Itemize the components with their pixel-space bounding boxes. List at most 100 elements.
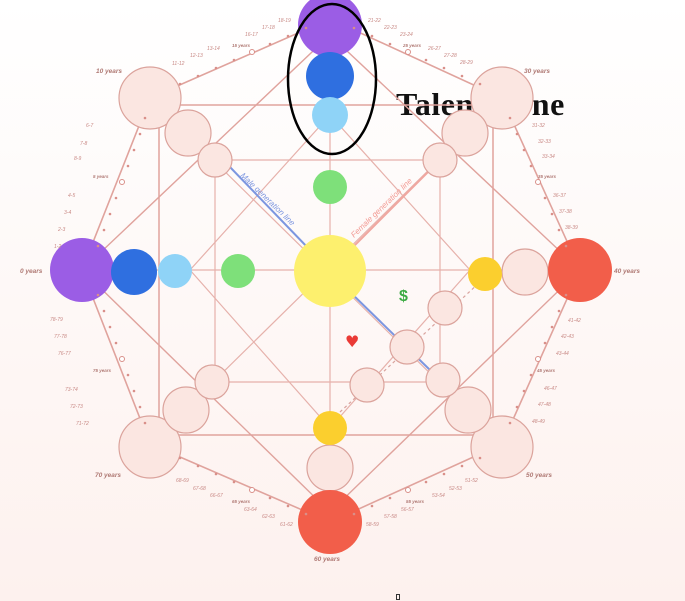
pale-circle — [422, 142, 458, 178]
tick-label: 56-57 — [401, 507, 414, 513]
mid-label-55: 55 years — [406, 499, 425, 504]
tick-label: 46-47 — [544, 386, 557, 392]
tick-label: 47-48 — [538, 402, 551, 408]
pale-circle — [444, 386, 492, 434]
tick-label: 36-37 — [553, 193, 566, 199]
tick-label: 73-74 — [65, 387, 78, 393]
tick-label: 22-23 — [383, 25, 397, 31]
money-icon: $ — [399, 288, 408, 305]
tick-label: 77-78 — [54, 334, 67, 340]
pale-circle — [501, 248, 549, 296]
mid-label-15: 15 years — [232, 43, 251, 48]
tick-label: 21-22 — [367, 18, 381, 24]
pale-circle — [194, 364, 230, 400]
tick-label: 58-59 — [366, 522, 379, 528]
tick-label: 2-3 — [57, 227, 65, 233]
pale-circle — [162, 386, 210, 434]
tick-label: 1-2 — [54, 244, 61, 250]
pale-circle — [389, 329, 425, 365]
tick-label: 7-8 — [80, 141, 87, 147]
mid-label-5: 5 years — [93, 174, 109, 179]
tick-label: 17-18 — [262, 25, 275, 31]
tick-label: 18-19 — [278, 18, 291, 24]
female-generation-label: Female generation line — [349, 176, 414, 239]
age-label-30: 30 years — [524, 68, 550, 75]
tick-label: 16-17 — [245, 32, 258, 38]
pale-circles — [118, 66, 549, 492]
tick-label: 72-73 — [70, 404, 83, 410]
tick-label: 66-67 — [210, 493, 223, 499]
left-green-circle — [221, 254, 255, 288]
tick-label: 53-54 — [432, 493, 445, 499]
tick-label: 33-34 — [542, 154, 555, 160]
left-blue-circle — [111, 249, 157, 295]
pale-circle — [470, 66, 534, 130]
tick-label: 48-49 — [532, 419, 545, 425]
bottom-red-circle — [298, 490, 362, 554]
tick-label: 27-28 — [443, 53, 457, 59]
tick-label: 62-63 — [262, 514, 275, 520]
age-label-40: 40 years — [613, 268, 640, 275]
top-blue-circle — [306, 52, 354, 100]
mid-markers — [119, 49, 541, 493]
age-label-50: 50 years — [526, 472, 552, 479]
tick-label: 28-29 — [459, 60, 473, 66]
mid-label-45: 45 years — [536, 368, 556, 373]
pale-circle — [306, 444, 354, 492]
pale-circle — [197, 142, 233, 178]
tick-label: 12-13 — [190, 53, 203, 59]
pale-circle — [470, 415, 534, 479]
tick-label: 67-68 — [193, 486, 206, 492]
age-label-70: 70 years — [95, 472, 121, 479]
tick-label: 4-5 — [68, 193, 75, 199]
pale-circle — [118, 415, 182, 479]
right-gold-circle — [468, 257, 502, 291]
tick-label: 61-62 — [280, 522, 293, 528]
tick-label: 23-24 — [399, 32, 413, 38]
top-green-circle — [313, 170, 347, 204]
text-cursor-icon — [396, 594, 400, 600]
pale-circle — [164, 109, 212, 157]
tick-label: 3-4 — [64, 210, 71, 216]
mid-label-65: 65 years — [232, 499, 251, 504]
tick-label: 52-53 — [449, 486, 462, 492]
pale-circle — [118, 66, 182, 130]
age-label-10: 10 years — [96, 68, 122, 75]
tick-label: 43-44 — [556, 351, 569, 357]
pale-circle — [441, 109, 489, 157]
left-purple-circle — [50, 238, 114, 302]
tick-label: 26-27 — [427, 46, 441, 52]
mid-label-75: 75 years — [93, 368, 112, 373]
center-yellow-circle — [294, 235, 366, 307]
tick-label: 38-39 — [565, 225, 578, 231]
tick-label: 68-69 — [176, 478, 189, 484]
male-generation-label: Male generation line — [239, 171, 297, 228]
tick-label: 31-32 — [532, 123, 545, 129]
tick-label: 37-38 — [559, 209, 572, 215]
pale-circle — [349, 367, 385, 403]
heart-icon: ♥ — [345, 332, 359, 351]
pale-circle — [427, 290, 463, 326]
tick-label: 57-58 — [384, 514, 397, 520]
left-light-blue-circle — [158, 254, 192, 288]
male-generation-line — [227, 164, 311, 251]
mid-label-35: 35 years — [538, 174, 557, 179]
tick-label: 71-72 — [76, 421, 89, 427]
tick-label: 76-77 — [58, 351, 71, 357]
tick-label: 6-7 — [86, 123, 93, 129]
age-label-0: 0 years — [20, 268, 43, 275]
tick-label: 41-42 — [568, 318, 581, 324]
talent-zone-ellipse — [286, 2, 378, 156]
right-red-circle — [548, 238, 612, 302]
tick-label: 32-33 — [538, 139, 551, 145]
tick-label: 42-43 — [561, 334, 574, 340]
tick-label: 63-64 — [244, 507, 257, 513]
tick-dots — [96, 26, 568, 516]
top-light-blue-circle — [312, 97, 348, 133]
mid-label-25: 25 years — [402, 43, 422, 48]
tick-label: 51-52 — [465, 478, 478, 484]
top-purple-circle — [298, 0, 362, 57]
tick-label: 11-12 — [172, 61, 185, 67]
tick-label: 8-9 — [74, 156, 81, 162]
